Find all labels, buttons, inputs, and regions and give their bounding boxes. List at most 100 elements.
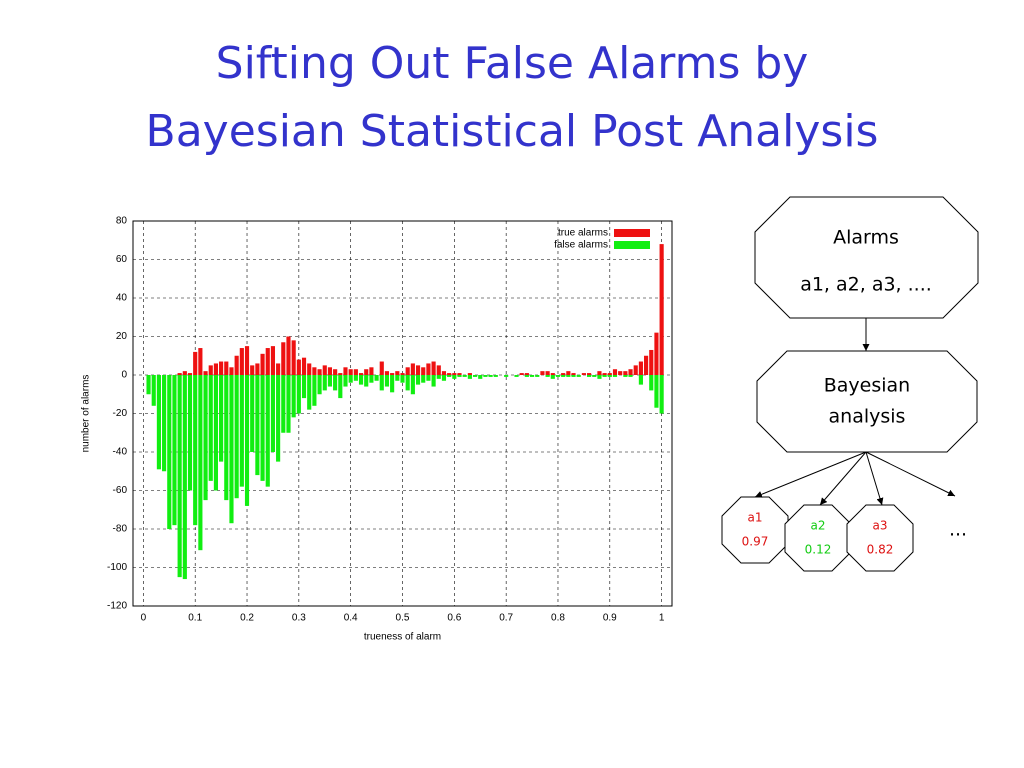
bar — [187, 373, 193, 375]
legend-label: false alarms — [554, 240, 608, 251]
bar — [358, 373, 364, 375]
arrow — [865, 451, 884, 506]
bar — [644, 355, 649, 375]
bar — [395, 371, 400, 375]
bar — [628, 369, 633, 375]
bar — [193, 351, 198, 375]
bar — [421, 367, 426, 375]
x-tick-label: 0.8 — [551, 613, 565, 624]
result-node — [784, 504, 852, 572]
ellipsis: ... — [949, 519, 967, 541]
x-tick-label: 0.4 — [344, 613, 358, 624]
plot-border — [132, 220, 673, 607]
bar — [602, 373, 607, 375]
bar — [203, 371, 208, 375]
bar — [296, 375, 301, 414]
bar — [540, 371, 545, 375]
bar — [467, 373, 472, 375]
bar — [177, 373, 182, 375]
arrow — [865, 451, 956, 497]
bar — [203, 375, 208, 501]
x-tick-label: 0.2 — [240, 613, 254, 624]
bar — [281, 375, 286, 433]
bar — [213, 375, 218, 491]
bar — [338, 375, 343, 399]
y-tick-label: 20 — [116, 331, 128, 342]
slide-title: Bayesian Statistical Post Analysis — [146, 106, 879, 157]
y-axis-label: number of alarms — [81, 375, 92, 453]
bar — [649, 375, 654, 391]
bar — [172, 375, 177, 526]
bar — [436, 365, 441, 375]
bar — [182, 371, 187, 375]
x-tick-label: 0.6 — [447, 613, 461, 624]
bar — [187, 375, 193, 491]
result-label: a1 — [748, 511, 763, 525]
bar — [281, 342, 286, 375]
bar — [441, 375, 447, 381]
bar — [276, 375, 281, 462]
bar — [561, 375, 566, 377]
bar — [234, 375, 239, 499]
y-tick-label: -20 — [113, 408, 128, 419]
bar — [307, 363, 312, 375]
result-score: 0.97 — [742, 535, 769, 549]
bar — [612, 375, 618, 377]
bar — [457, 373, 462, 375]
bar — [555, 375, 561, 377]
bar — [390, 375, 395, 393]
node-label: a1, a2, a3, .... — [800, 274, 932, 296]
bar — [224, 361, 229, 375]
y-tick-label: 80 — [116, 216, 128, 227]
arrow — [754, 451, 867, 498]
bar — [250, 375, 255, 452]
bar — [633, 365, 638, 375]
bar — [317, 375, 322, 395]
bar — [436, 375, 441, 379]
bar — [462, 375, 467, 377]
result-node — [846, 504, 914, 572]
bar — [607, 375, 612, 377]
x-tick-label: 0 — [141, 613, 147, 624]
bar — [146, 375, 151, 395]
bar — [638, 361, 643, 375]
x-tick-label: 0.9 — [603, 613, 617, 624]
bar — [405, 367, 410, 375]
bar — [291, 340, 296, 375]
bar — [618, 371, 623, 375]
x-tick-label: 0.1 — [188, 613, 202, 624]
bar — [244, 346, 250, 375]
bar — [374, 375, 379, 381]
bar — [405, 375, 410, 391]
bar — [260, 375, 265, 481]
bar — [410, 363, 415, 375]
bar — [483, 375, 488, 377]
bar — [529, 375, 535, 377]
bar — [384, 375, 390, 387]
x-tick-label: 0.3 — [292, 613, 306, 624]
bar — [447, 375, 452, 377]
bar — [472, 375, 478, 377]
bar — [301, 375, 307, 399]
bar — [395, 375, 400, 381]
bar — [514, 375, 519, 377]
bar — [364, 375, 369, 387]
bar — [587, 375, 592, 377]
bar — [452, 373, 457, 375]
bar — [638, 375, 643, 385]
bar — [296, 359, 301, 375]
bar — [602, 375, 607, 377]
bar — [421, 375, 426, 383]
bar — [535, 375, 540, 377]
bar — [369, 375, 374, 383]
bar — [234, 355, 239, 375]
bar — [400, 375, 405, 383]
bar — [312, 367, 317, 375]
bar — [566, 375, 571, 377]
bar — [452, 375, 457, 379]
y-tick-label: 60 — [116, 254, 128, 265]
bar — [358, 375, 364, 385]
bar — [286, 336, 291, 375]
node-label: Alarms — [833, 227, 899, 249]
